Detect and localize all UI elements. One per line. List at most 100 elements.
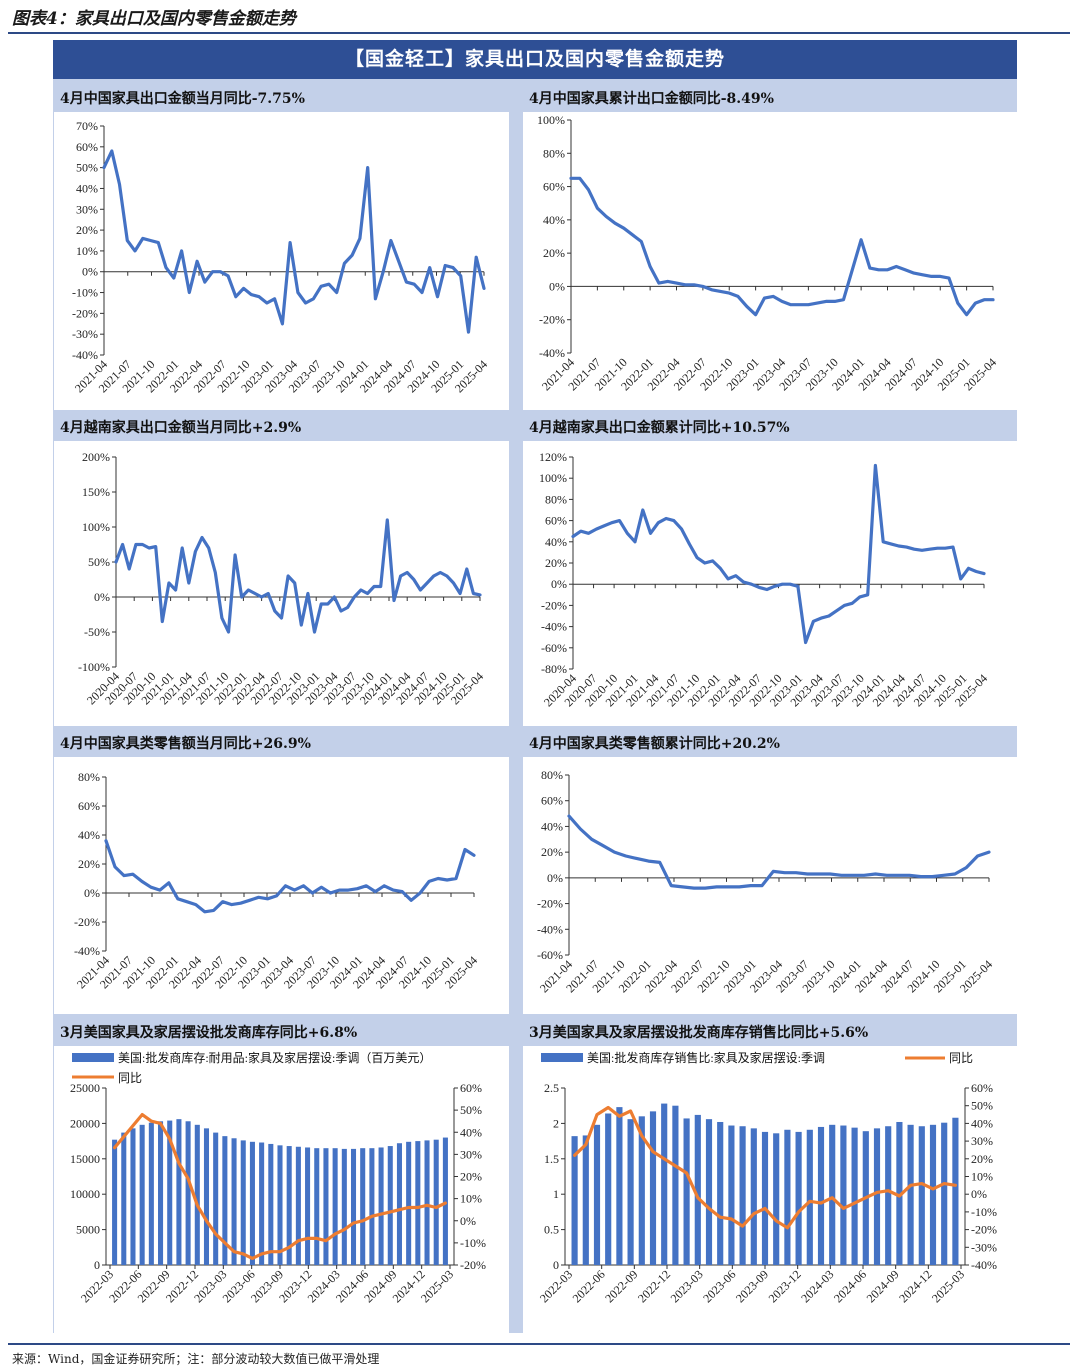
chart5-ytick-label: 80% — [78, 770, 100, 784]
chart4-series-line — [571, 463, 986, 645]
chart5-ytick-label: 40% — [78, 828, 100, 842]
chart8-bar — [806, 1129, 813, 1265]
chart3-ytick-label: 150% — [82, 485, 110, 499]
chart6-ytick-label: 20% — [541, 845, 563, 859]
chart4-ytick-label: 40% — [545, 535, 567, 549]
chart1-ytick-label: 20% — [76, 223, 98, 237]
chart7-bar — [323, 1148, 329, 1265]
chart8-xtick-label: 2023-03 — [668, 1267, 706, 1305]
chart8-ytick-label-right: 40% — [971, 1116, 993, 1130]
chart1-ytick-label: -30% — [72, 327, 98, 341]
chart-panel-7: 美国:批发商库存:耐用品:家具及家居摆设:季调（百万美元） 同比 25000 2000… — [54, 1046, 509, 1333]
chart7-bar — [268, 1143, 274, 1265]
chart7-bar — [213, 1132, 219, 1265]
chart7-bar — [121, 1132, 127, 1265]
chart8-bar — [717, 1121, 724, 1265]
chart-panel-5: 80% 60% 40% 20% 0% -20% -40% 2021-04 2021-07 2021… — [54, 757, 509, 1014]
chart1-ytick-label: -20% — [72, 306, 98, 320]
chart7-bar — [350, 1148, 357, 1265]
panel-title-5: 4月中国家具类零售额当月同比+26.9% — [60, 736, 311, 752]
chart8-ytick-label: 2 — [553, 1116, 559, 1130]
chart-panel-4: 120% 100% 80% 60% 40% 20% 0% -20% -40% -60% -80% 20… — [523, 441, 1017, 726]
chart7-bar — [240, 1140, 246, 1265]
chart7-ytick-label-right: 10% — [460, 1192, 482, 1206]
chart8-xtick-label: 2025-03 — [929, 1267, 967, 1305]
chart8-legend-line-label: 同比 — [949, 1051, 973, 1065]
chart7-bar — [139, 1124, 145, 1265]
chart7-ytick-label-right: 60% — [460, 1081, 482, 1095]
chart5-ytick-label: -20% — [74, 915, 100, 929]
chart8-xtick-label: 2022-03 — [537, 1267, 575, 1305]
panel-title-3: 4月越南家具出口金额当月同比+2.9% — [60, 420, 302, 436]
panel-title-8: 3月美国家具及家居摆设批发商库存销售比同比+5.6% — [529, 1025, 869, 1041]
chart7-bar — [112, 1139, 118, 1265]
chart4-ytick-label: 120% — [539, 450, 567, 464]
chart7-bar — [378, 1147, 384, 1265]
chart7-legend-bar-swatch — [72, 1053, 114, 1062]
chart7-ytick-label: 10000 — [70, 1187, 100, 1201]
chart7-ytick-label: 25000 — [70, 1081, 100, 1095]
chart8-ytick-label: 2.5 — [544, 1081, 559, 1095]
chart8-bar — [952, 1117, 959, 1265]
chart8-ytick-label-right: 30% — [971, 1134, 993, 1148]
chart5-ytick-label: -40% — [74, 944, 100, 958]
panel-title-2: 4月中国家具累计出口金额同比-8.49% — [529, 91, 774, 107]
chart8-ytick-label: 0 — [553, 1258, 559, 1272]
chart7-bar — [360, 1148, 366, 1265]
chart2-series-line — [569, 176, 995, 317]
chart2-ytick-label: 20% — [543, 246, 565, 260]
chart7-ytick-label-right: -10% — [460, 1236, 486, 1250]
chart8-ytick-label-right: 20% — [971, 1152, 993, 1166]
panel-title-7: 3月美国家具及家居摆设批发商库存同比+6.8% — [60, 1025, 358, 1041]
chart4-ytick-label: -40% — [541, 620, 567, 634]
chart7-bar — [332, 1148, 338, 1265]
chart8-bar — [582, 1135, 589, 1265]
chart7-bar — [185, 1121, 191, 1265]
bottom-rule — [8, 1343, 1070, 1345]
chart7-bar — [277, 1145, 283, 1265]
chart6-series-line — [567, 814, 991, 890]
chart7-bar — [194, 1124, 200, 1265]
chart8-bar — [873, 1128, 881, 1265]
chart2-ytick-label: 0% — [549, 279, 565, 293]
chart2-ytick-label: -20% — [539, 313, 565, 327]
chart6-ytick-label: 40% — [541, 819, 563, 833]
chart8-bar — [593, 1124, 601, 1265]
chart8-bar — [840, 1125, 847, 1265]
chart7-legend-line-label: 同比 — [118, 1071, 142, 1085]
chart5-ytick-label: 20% — [78, 857, 100, 871]
chart2-ytick-label: 80% — [543, 146, 565, 160]
chart7-bar — [415, 1141, 421, 1265]
chart3-ytick-label: 0% — [94, 590, 110, 604]
chart4-ytick-label: 80% — [545, 492, 567, 506]
chart8-bar — [929, 1124, 937, 1265]
panel-title-4: 4月越南家具出口金额累计同比+10.57% — [529, 420, 790, 436]
chart8-bar — [616, 1107, 623, 1265]
chart8-xtick-label: 2024-06 — [831, 1267, 869, 1305]
chart8-ytick-label-right: -20% — [971, 1223, 997, 1237]
chart7-ytick-label: 15000 — [70, 1152, 100, 1166]
chart7-bar — [295, 1146, 301, 1265]
chart6-ytick-label: 0% — [547, 871, 563, 885]
chart7-xtick-label: 2025-03 — [418, 1267, 456, 1305]
chart8-bar — [784, 1129, 791, 1265]
chart8-ytick-label-right: -30% — [971, 1240, 997, 1254]
chart7-bar — [203, 1128, 210, 1265]
chart1-ytick-label: -40% — [72, 348, 98, 362]
chart7-bar — [433, 1139, 439, 1265]
chart8-bar — [773, 1133, 780, 1265]
chart8-bar — [649, 1111, 657, 1265]
chart7-ytick-label-right: -20% — [460, 1258, 486, 1272]
chart1-ytick-label: 40% — [76, 181, 98, 195]
chart7-bar — [314, 1148, 320, 1265]
top-rule — [8, 32, 1070, 34]
chart4-ytick-label: -80% — [541, 662, 567, 676]
figure-title: 图表4：家具出口及国内零售金额走势 — [12, 9, 296, 29]
chart7-bar — [406, 1141, 412, 1265]
chart8-bar — [761, 1131, 769, 1265]
chart1-ytick-label: -10% — [72, 286, 98, 300]
chart8-bar — [829, 1124, 836, 1265]
chart7-bar — [222, 1136, 228, 1265]
chart7-legend-bar-label: 美国:批发商库存:耐用品:家具及家居摆设:季调（百万美元） — [118, 1050, 431, 1065]
chart8-xtick-label: 2022-12 — [635, 1267, 673, 1305]
